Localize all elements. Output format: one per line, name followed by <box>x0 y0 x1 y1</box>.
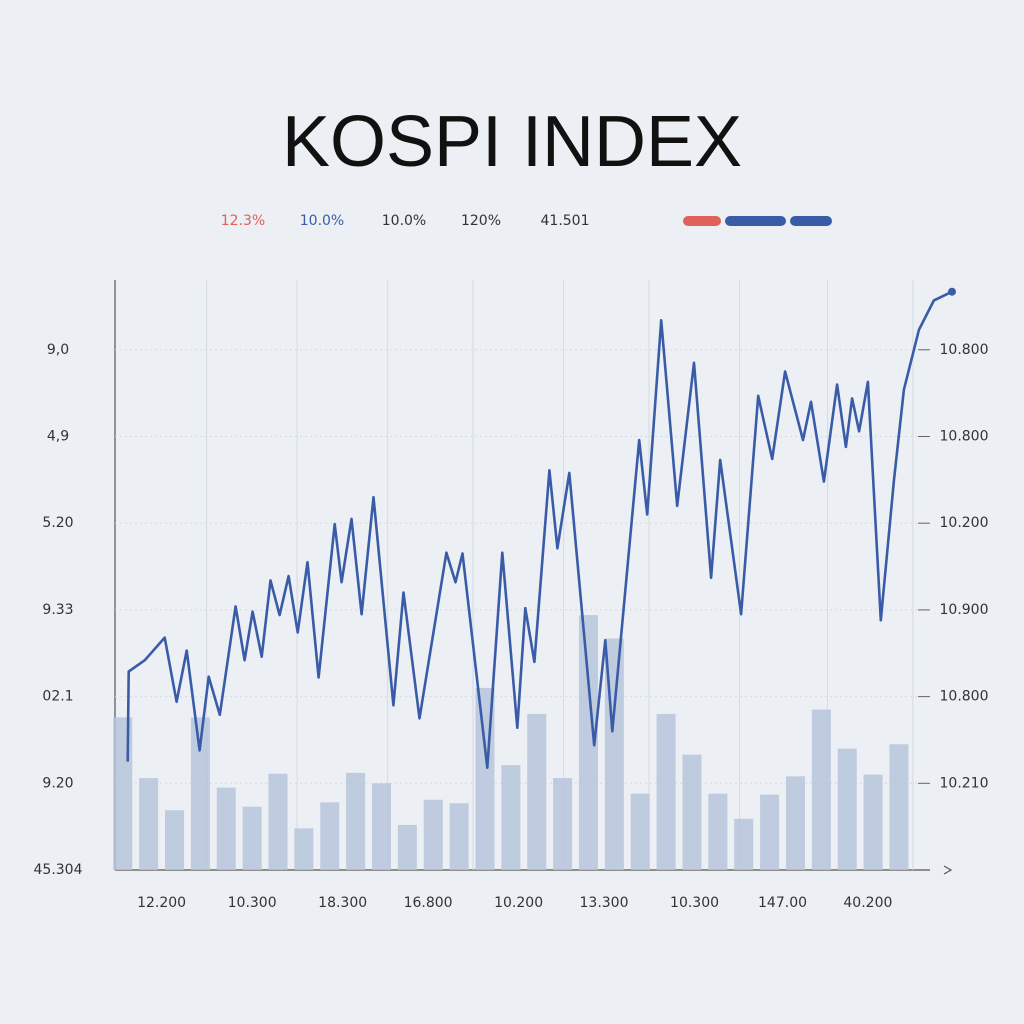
bar <box>837 748 857 870</box>
bar <box>785 776 805 870</box>
y-tick-label: 02.1 <box>42 689 73 705</box>
annotation: 41.501 <box>541 213 590 229</box>
bar <box>216 787 236 870</box>
x-tick-label: 10.300 <box>670 895 719 911</box>
bar <box>113 717 133 870</box>
x-tick-label: 40.200 <box>843 895 892 911</box>
bar <box>294 828 314 870</box>
line-end-dot <box>947 287 956 296</box>
y-tick-label: 9,0 <box>47 342 69 358</box>
axis-arrow <box>943 865 953 875</box>
bar <box>346 772 366 870</box>
bar <box>553 778 573 870</box>
annotation: 10.0% <box>382 213 426 229</box>
x-tick-label: 16.800 <box>404 895 453 911</box>
legend-pill <box>683 216 721 226</box>
bar <box>656 713 676 870</box>
bar <box>190 717 210 870</box>
bar <box>165 810 185 870</box>
bar <box>449 803 469 870</box>
bar <box>242 806 262 870</box>
line-series <box>126 290 953 770</box>
annotation: 120% <box>461 213 501 229</box>
bar <box>863 774 883 870</box>
bar <box>501 765 521 870</box>
x-tick-label: 147.00 <box>758 895 807 911</box>
annotation: 12.3% <box>221 213 265 229</box>
legend-pill <box>790 216 832 226</box>
y2-tick-label: 10.210 <box>940 775 989 791</box>
bar <box>397 824 417 870</box>
bar <box>371 783 391 870</box>
y2-tick-label: 10.900 <box>940 602 989 618</box>
y-tick-label: 5.20 <box>42 515 73 531</box>
chart-title: KOSPI INDEX <box>282 102 742 182</box>
y-tick-label: 9.20 <box>42 775 73 791</box>
bar <box>268 773 288 870</box>
x-tick-label: 18.300 <box>318 895 367 911</box>
annotation: 10.0% <box>300 213 344 229</box>
bar <box>889 744 909 870</box>
bar <box>682 754 702 870</box>
x-tick-label: 13.300 <box>580 895 629 911</box>
bar <box>139 778 159 870</box>
x-tick-label: 10.300 <box>228 895 277 911</box>
y-tick-label: 9.33 <box>42 602 73 618</box>
y2-tick-label: 10.800 <box>940 429 989 445</box>
y2-tick-label: 10.200 <box>940 515 989 531</box>
y2-tick-label: 10.800 <box>940 689 989 705</box>
bar <box>734 818 754 870</box>
y-tick-label: 45.304 <box>34 862 83 878</box>
x-tick-label: 12.200 <box>137 895 186 911</box>
bar <box>811 709 831 870</box>
bar <box>423 799 443 870</box>
y-tick-label: 4,9 <box>47 429 69 445</box>
bar <box>630 793 650 870</box>
bar <box>578 615 598 870</box>
legend-pill <box>725 216 786 226</box>
x-tick-label: 10.200 <box>494 895 543 911</box>
bar <box>320 802 340 870</box>
bar <box>708 793 728 870</box>
bar <box>527 713 547 870</box>
y2-tick-label: 10.800 <box>940 342 989 358</box>
bar <box>760 794 780 870</box>
